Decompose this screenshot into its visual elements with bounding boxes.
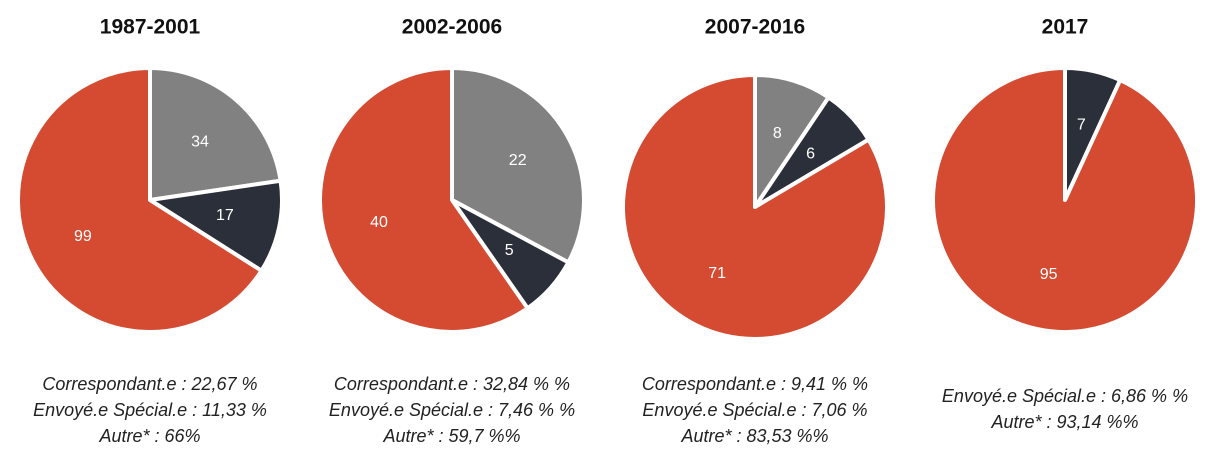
- caption: Envoyé.e Spécial.e : 7,06 %: [642, 400, 867, 420]
- slice-label: 22: [509, 152, 527, 169]
- pie-slice: [931, 66, 1199, 334]
- pie-slice: [148, 178, 284, 273]
- slice-label: 6: [806, 146, 815, 163]
- caption: Autre* : 83,53 %%: [680, 426, 828, 446]
- chart-title: 1987-2001: [100, 16, 201, 39]
- caption: Envoyé.e Spécial.e : 7,46 % %: [329, 400, 575, 420]
- caption: Autre* : 66%: [98, 426, 200, 446]
- slice-label: 71: [708, 265, 726, 282]
- slice-label: 95: [1040, 266, 1058, 283]
- chart-title: 2002-2006: [402, 16, 502, 39]
- slice-label: 8: [773, 125, 782, 142]
- slice-label: 34: [191, 133, 209, 150]
- caption: Autre* : 93,14 %%: [990, 412, 1138, 432]
- slice-label: 7: [1077, 116, 1086, 133]
- caption: Correspondant.e : 9,41 % %: [642, 374, 868, 394]
- slice-label: 5: [505, 242, 514, 259]
- pie-slice: [16, 66, 264, 334]
- slice-label: 99: [74, 228, 92, 245]
- chart-title: 2007-2016: [705, 16, 805, 39]
- chart-title: 2017: [1042, 16, 1089, 39]
- caption: Autre* : 59,7 %%: [382, 426, 520, 446]
- pie-slice: [148, 66, 283, 202]
- caption: Correspondant.e : 32,84 % %: [334, 374, 570, 394]
- pie-slice: [621, 73, 889, 341]
- caption: Correspondant.e : 22,67 %: [42, 374, 257, 394]
- pie-slice: [318, 66, 530, 334]
- pie-slice: [450, 66, 586, 265]
- caption: Envoyé.e Spécial.e : 11,33 %: [33, 400, 267, 420]
- slice-label: 40: [370, 214, 388, 231]
- slice-label: 17: [216, 207, 234, 224]
- caption: Envoyé.e Spécial.e : 6,86 % %: [942, 386, 1188, 406]
